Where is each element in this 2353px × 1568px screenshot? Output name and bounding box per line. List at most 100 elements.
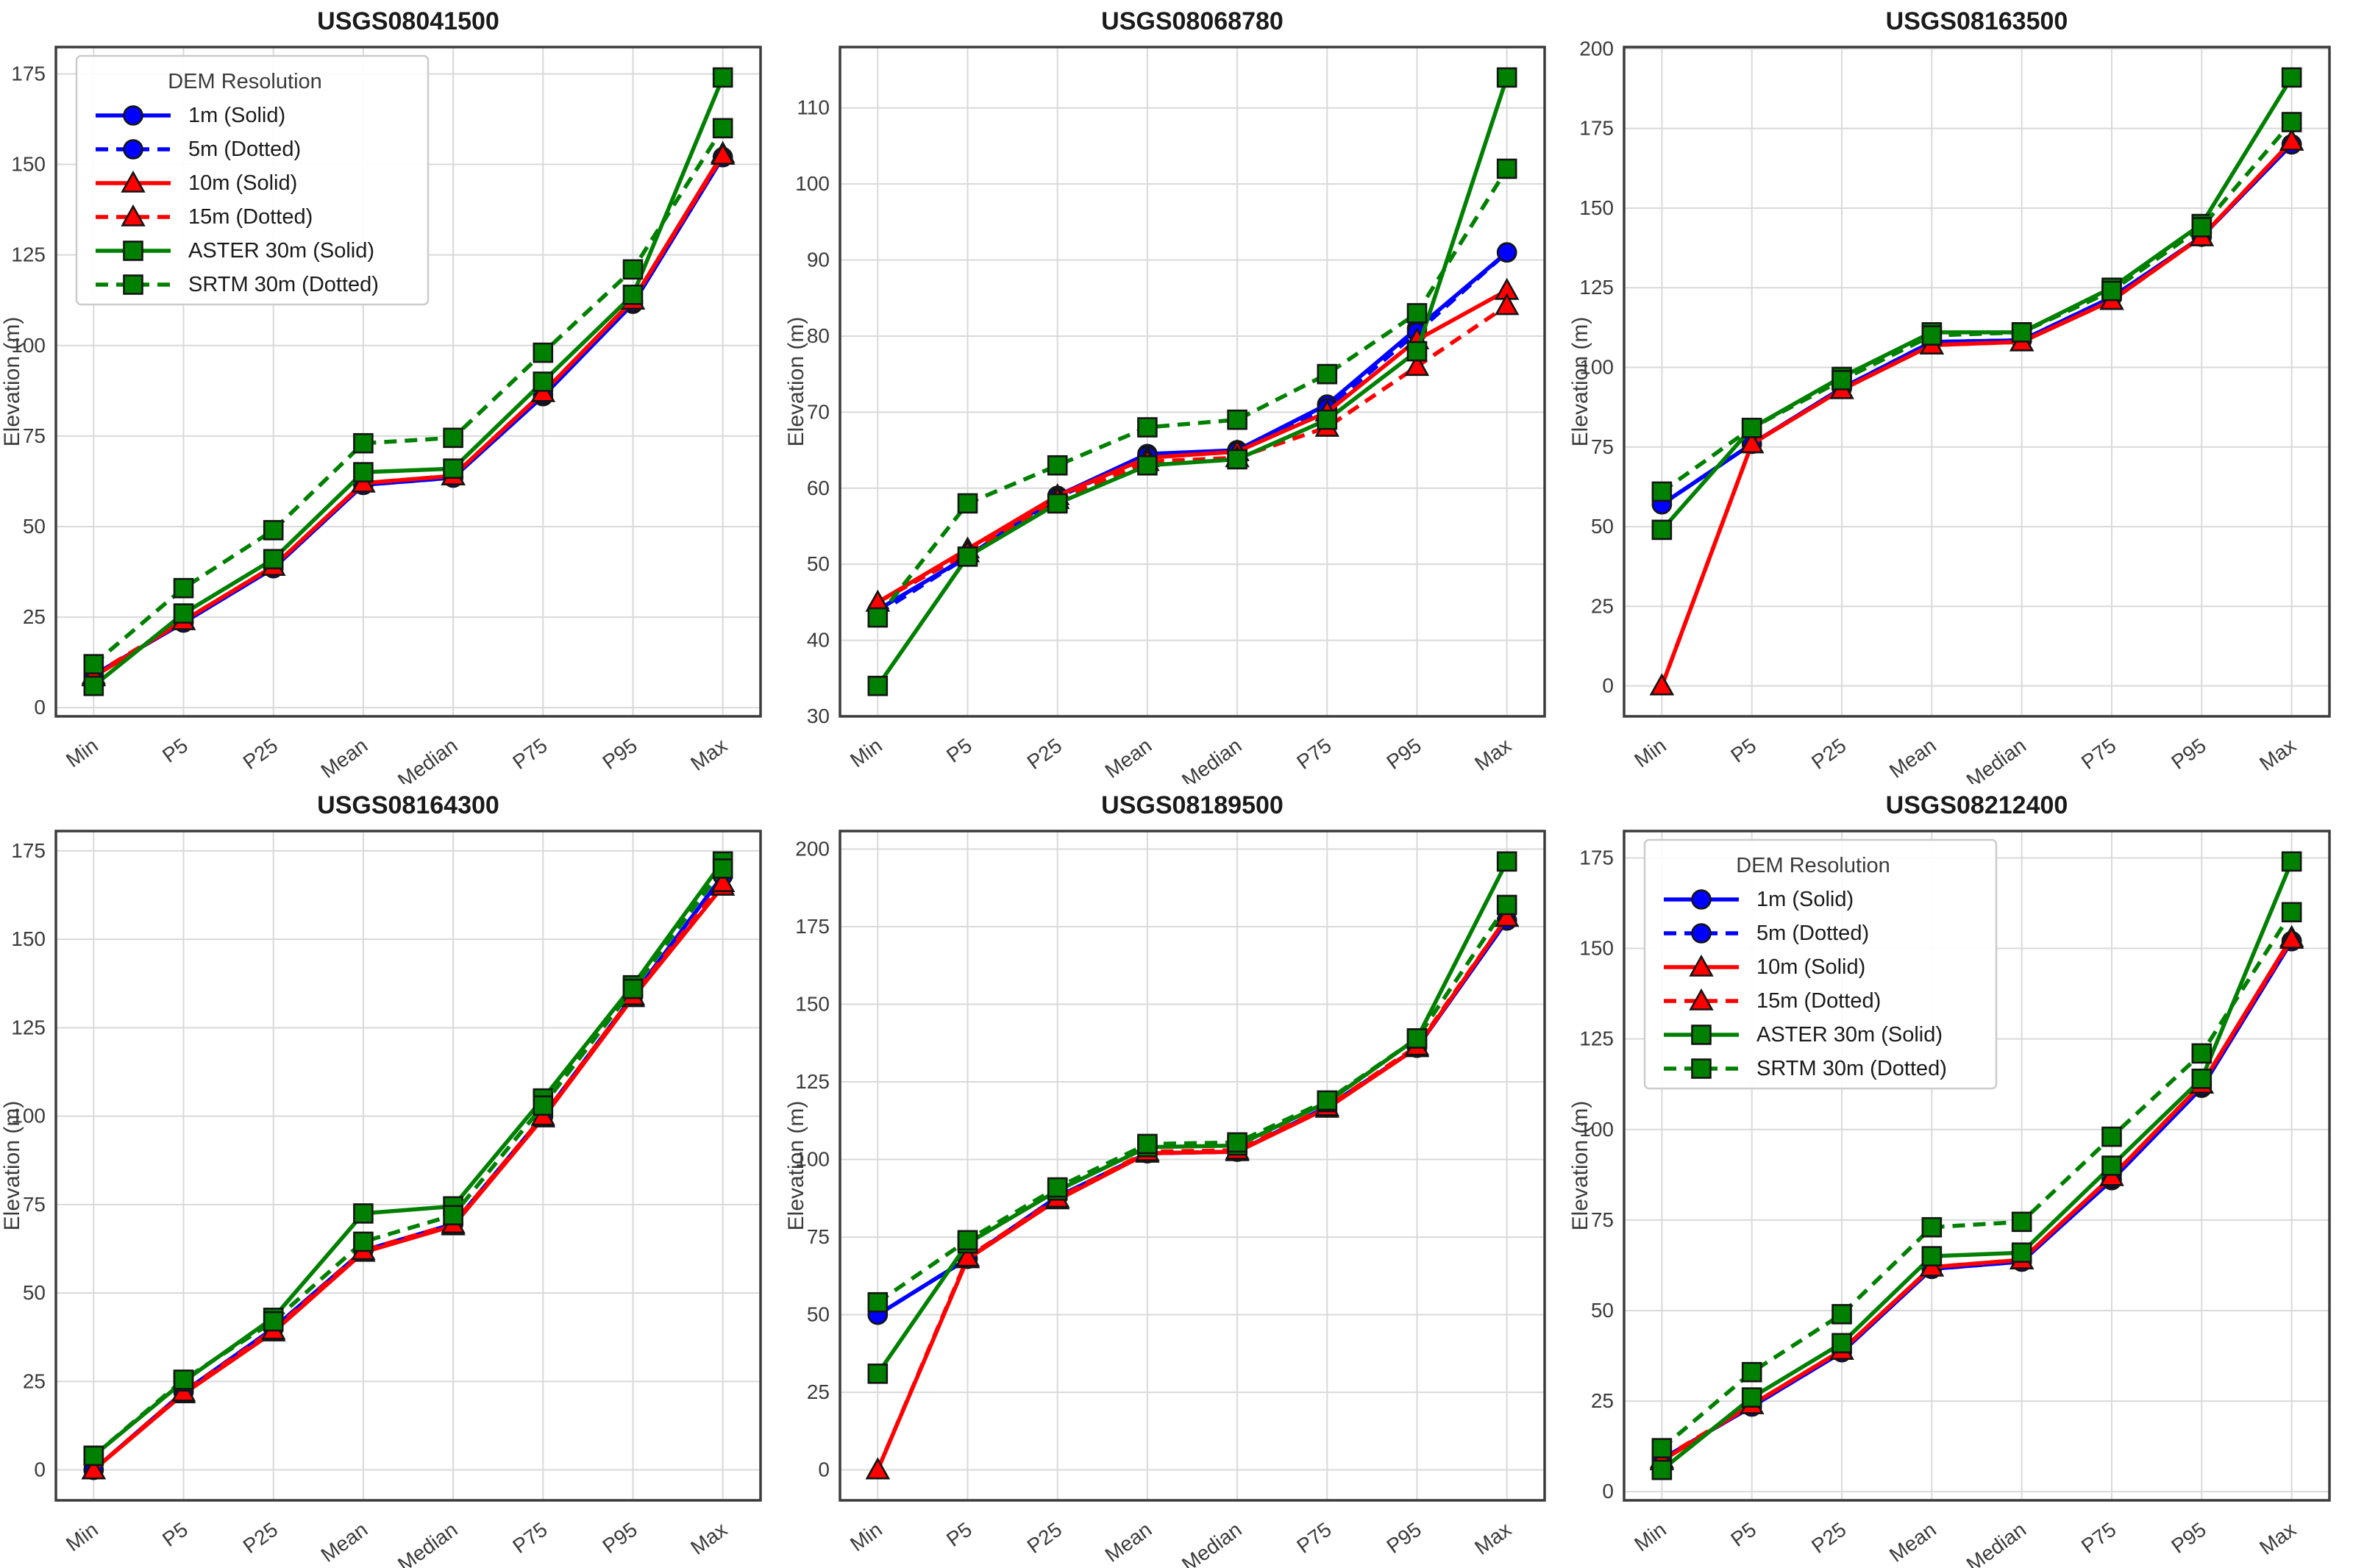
square-marker (1741, 1361, 1762, 1383)
square-marker (2191, 217, 2213, 238)
y-tick-label: 25 (23, 605, 46, 628)
square-marker (83, 1445, 104, 1467)
y-axis-tick-labels: 0 25 50 75 100 125 150 175 200 (795, 837, 830, 1480)
series-srtm-30m-dotted- (83, 858, 733, 1467)
triangle-marker-legend (1689, 988, 1714, 1011)
y-axis-tick-labels: 0 25 50 75 100 125 150 175 (11, 62, 46, 719)
y-tick-label: 0 (34, 696, 46, 719)
square-marker (1651, 481, 1673, 502)
y-tick-label: 100 (1579, 356, 1614, 379)
x-tick-label: P25 (239, 734, 282, 774)
y-tick-label: 50 (807, 552, 830, 575)
series-line (1660, 860, 2294, 1472)
triangle-marker (81, 1457, 107, 1480)
square-marker (1047, 455, 1068, 476)
y-tick-label: 0 (1602, 674, 1614, 697)
square-marker (1047, 493, 1068, 514)
square-marker (2101, 280, 2122, 302)
triangle-marker (955, 1244, 980, 1267)
triangle-marker (1404, 354, 1430, 377)
square-marker (83, 654, 104, 674)
x-tick-label: P75 (1292, 1518, 1336, 1558)
circle-marker-legend (1691, 923, 1712, 944)
square-marker (1651, 519, 1673, 541)
x-tick-label: P5 (942, 1518, 976, 1551)
chart-title: USGS08164300 (317, 791, 499, 819)
legend-entry-label: 5m (Dotted) (1756, 922, 1869, 945)
series-srtm-30m-dotted- (867, 158, 1517, 628)
triangle-marker (1649, 673, 1675, 696)
x-tick-label: P95 (598, 734, 641, 774)
y-tick-label: 150 (1579, 196, 1614, 219)
y-tick-label: 80 (807, 324, 830, 347)
y-tick-label: 100 (11, 334, 46, 357)
x-tick-label: Mean (1885, 1518, 1940, 1567)
y-tick-label: 175 (1579, 846, 1614, 869)
square-marker (353, 432, 374, 454)
x-tick-label: Min (846, 1518, 886, 1556)
legend-entry-label: ASTER 30m (Solid) (188, 239, 374, 263)
square-marker (1227, 1132, 1247, 1153)
x-tick-label: P25 (1807, 1518, 1851, 1558)
y-tick-label: 75 (23, 424, 46, 447)
square-marker (1047, 1177, 1068, 1198)
square-marker (353, 462, 374, 482)
y-tick-label: 70 (807, 400, 830, 423)
series-1m-solid- (1651, 134, 2302, 515)
x-tick-label: Max (686, 734, 731, 775)
chart-USGS08068780: 30 40 50 60 70 80 90 100 110 Min P5 P25 Mean Median P7… (784, 7, 1546, 784)
series-line (1660, 121, 2293, 493)
x-tick-label: P5 (942, 734, 976, 767)
square-marker (712, 67, 733, 88)
square-marker (957, 546, 978, 567)
y-tick-label: 30 (807, 705, 830, 727)
x-tick-label: Median (1962, 734, 2031, 784)
gridlines (840, 831, 1545, 1500)
chart-panel-6: 0 25 50 75 100 125 150 175 Min P5 P25 Mean Median P75… (1568, 784, 2353, 1568)
gridlines (840, 47, 1545, 717)
series-line (876, 860, 1509, 1375)
square-marker (353, 1231, 374, 1252)
x-tick-label: P5 (1726, 734, 1760, 767)
y-tick-label: 25 (23, 1369, 46, 1392)
x-axis-tick-labels: Min P5 P25 Mean Median P75 P95 Max (846, 1518, 1515, 1568)
legend-entry-label: ASTER 30m (Solid) (1756, 1023, 1943, 1047)
chart-USGS08164300: 0 25 50 75 100 125 150 175 Min P5 P25 Mean Median P75… (0, 791, 762, 1568)
circle-marker-legend (123, 139, 143, 160)
series-srtm-30m-dotted- (1651, 902, 2302, 1458)
triangle-marker (2279, 927, 2304, 949)
y-tick-label: 150 (1579, 937, 1614, 960)
square-marker (2011, 1242, 2032, 1263)
x-tick-label: Mean (1101, 734, 1156, 783)
y-tick-label: 125 (11, 243, 46, 266)
square-marker (1137, 455, 1158, 476)
triangle-marker (710, 143, 736, 165)
y-tick-label: 50 (1591, 1299, 1614, 1322)
y-tick-label: 150 (795, 993, 830, 1016)
y-axis-label: Elevation (m) (784, 317, 808, 447)
chart-title: USGS08068780 (1101, 7, 1284, 35)
square-marker (1496, 67, 1517, 88)
square-marker (2191, 1043, 2213, 1064)
square-marker (622, 259, 644, 280)
series-line (92, 867, 725, 1458)
x-tick-label: P5 (158, 734, 192, 767)
x-tick-label: Mean (1885, 734, 1940, 783)
series-srtm-30m-dotted- (867, 894, 1517, 1313)
y-tick-label: 100 (11, 1105, 46, 1127)
y-tick-label: 75 (23, 1193, 46, 1216)
series-aster-30m-solid- (867, 851, 1517, 1384)
series-line (876, 903, 1509, 1304)
square-marker (533, 342, 554, 363)
x-tick-label: P25 (239, 1518, 282, 1558)
y-tick-label: 150 (11, 927, 46, 950)
chart-USGS08189500: 0 25 50 75 100 125 150 175 200 Min P5 P25 Mean Median… (784, 791, 1546, 1568)
y-tick-label: 25 (1591, 1389, 1614, 1412)
square-marker (1317, 363, 1338, 385)
triangle-marker-legend (121, 204, 146, 227)
square-marker (2011, 1211, 2032, 1233)
legend-entry-label: SRTM 30m (Dotted) (1756, 1057, 1947, 1080)
y-tick-label: 200 (1579, 37, 1614, 60)
y-tick-label: 175 (11, 62, 46, 85)
chart-panel-2: 30 40 50 60 70 80 90 100 110 Min P5 P25 Mean Median P7… (784, 0, 1568, 784)
